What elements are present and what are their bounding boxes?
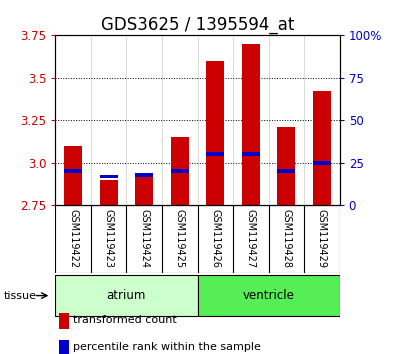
- Bar: [206, 61, 224, 205]
- Text: atrium: atrium: [107, 289, 146, 302]
- Text: GSM119429: GSM119429: [317, 209, 327, 268]
- Bar: [171, 170, 189, 173]
- FancyBboxPatch shape: [198, 275, 340, 316]
- Text: tissue: tissue: [4, 291, 37, 301]
- FancyBboxPatch shape: [55, 275, 198, 316]
- Text: GSM119422: GSM119422: [68, 209, 78, 268]
- Text: ventricle: ventricle: [243, 289, 295, 302]
- Bar: [313, 161, 331, 165]
- Text: transformed count: transformed count: [73, 315, 177, 325]
- Text: GSM119425: GSM119425: [175, 209, 185, 268]
- Bar: [64, 170, 82, 173]
- Bar: [242, 44, 260, 205]
- Bar: [206, 153, 224, 156]
- Bar: [135, 175, 153, 205]
- Bar: [135, 173, 153, 177]
- Bar: [100, 180, 118, 205]
- Bar: [100, 175, 118, 178]
- Bar: [277, 170, 295, 173]
- Bar: [313, 91, 331, 205]
- Text: percentile rank within the sample: percentile rank within the sample: [73, 342, 261, 352]
- Bar: [242, 153, 260, 156]
- Bar: [64, 146, 82, 205]
- Bar: [277, 127, 295, 205]
- Text: GSM119426: GSM119426: [210, 209, 220, 268]
- Text: GSM119427: GSM119427: [246, 209, 256, 268]
- Text: GSM119428: GSM119428: [281, 209, 292, 268]
- Text: GSM119423: GSM119423: [103, 209, 114, 268]
- Bar: [171, 137, 189, 205]
- Title: GDS3625 / 1395594_at: GDS3625 / 1395594_at: [101, 16, 294, 34]
- Text: GSM119424: GSM119424: [139, 209, 149, 268]
